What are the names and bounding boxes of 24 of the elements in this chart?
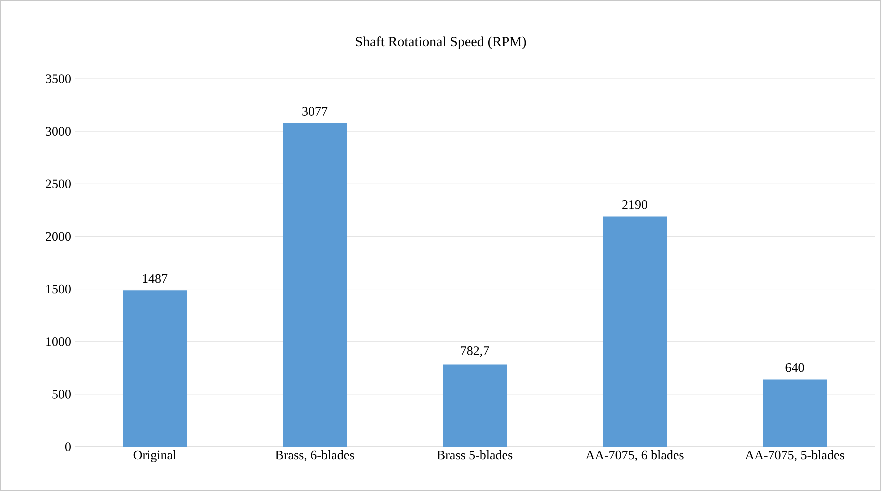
data-label: 782,7	[461, 346, 490, 358]
data-label: 3077	[302, 107, 328, 116]
y-tick-label: 2000	[46, 232, 71, 242]
chart-title: Shaft Rotational Speed (RPM)	[356, 36, 526, 50]
y-tick-label: 3500	[46, 74, 71, 84]
bar	[603, 216, 668, 447]
y-tick-label: 3000	[46, 127, 71, 136]
x-tick-label: Brass 5-blades	[437, 450, 513, 460]
y-tick-label: 0	[65, 442, 71, 452]
y-tick-label: 1500	[46, 284, 71, 294]
data-label: 640	[786, 363, 804, 372]
x-tick-label: AA-7075, 5-blades	[745, 450, 844, 462]
bar	[283, 123, 347, 447]
y-tick-label: 2500	[46, 180, 71, 189]
bar	[123, 290, 187, 447]
data-label: 2190	[622, 200, 648, 210]
data-label: 1487	[143, 274, 168, 284]
y-tick-label: 500	[52, 390, 71, 399]
x-tick-label: AA-7075, 6 blades	[586, 450, 684, 462]
bar	[443, 364, 508, 447]
y-tick-label: 1000	[46, 337, 71, 346]
x-tick-label: Original	[134, 450, 176, 462]
bar	[763, 380, 828, 447]
x-tick-label: Brass, 6-blades	[276, 450, 354, 462]
